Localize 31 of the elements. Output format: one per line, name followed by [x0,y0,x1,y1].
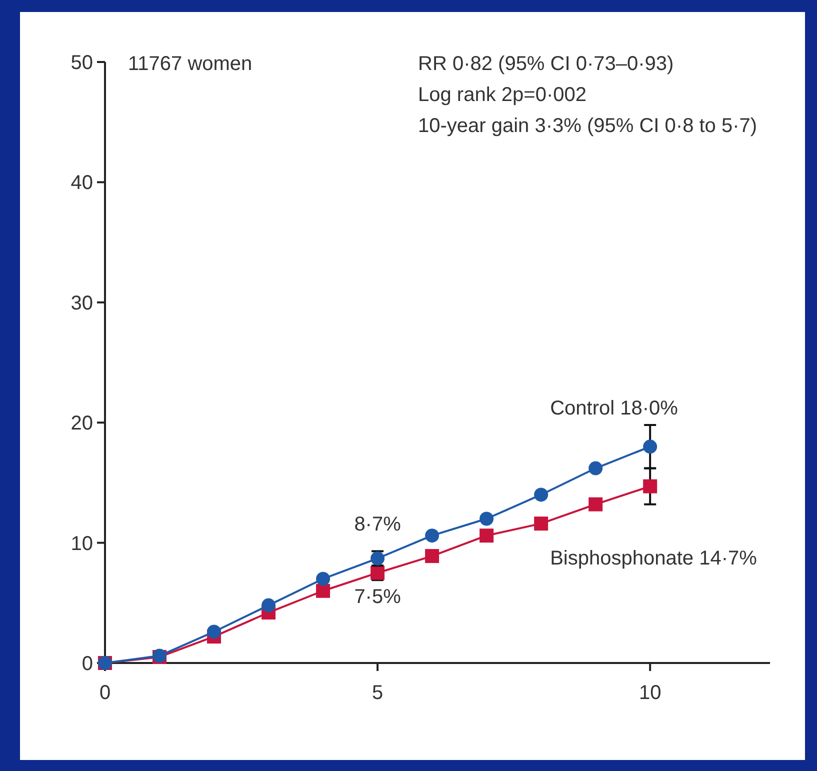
point [534,516,548,531]
x-tick-label: 5 [372,682,384,704]
point [588,461,603,476]
point [588,497,603,512]
y-tick-label: 50 [70,52,93,74]
point [262,598,276,612]
annotation: 11767 women [128,53,252,75]
point [480,512,494,526]
point [480,528,494,543]
annotation: 7·5% [354,586,402,608]
x-tick-label: 0 [99,682,111,704]
point [643,479,658,494]
point [316,584,330,598]
y-tick-label: 40 [70,172,93,194]
y-tick-label: 10 [70,532,93,555]
point [425,528,440,543]
x-tick-label: 10 [638,682,662,704]
point [425,549,440,564]
y-tick-label: 30 [70,292,93,314]
annotation: Log rank 2p=0·002 [418,84,586,106]
annotation: 10-year gain 3·3% (95% CI 0·8 to 5·7) [418,115,758,137]
point [207,624,222,639]
y-tick-label: 0 [82,653,93,675]
point [316,572,330,586]
point [643,440,658,454]
y-tick-label: 20 [70,412,93,435]
annotation: Control 18·0% [550,398,678,420]
point [534,488,548,502]
annotation: 8·7% [354,513,402,536]
annotation: RR 0·82 (95% CI 0·73–0·93) [418,53,674,75]
annotation: Bisphosphonate 14·7% [550,547,758,570]
